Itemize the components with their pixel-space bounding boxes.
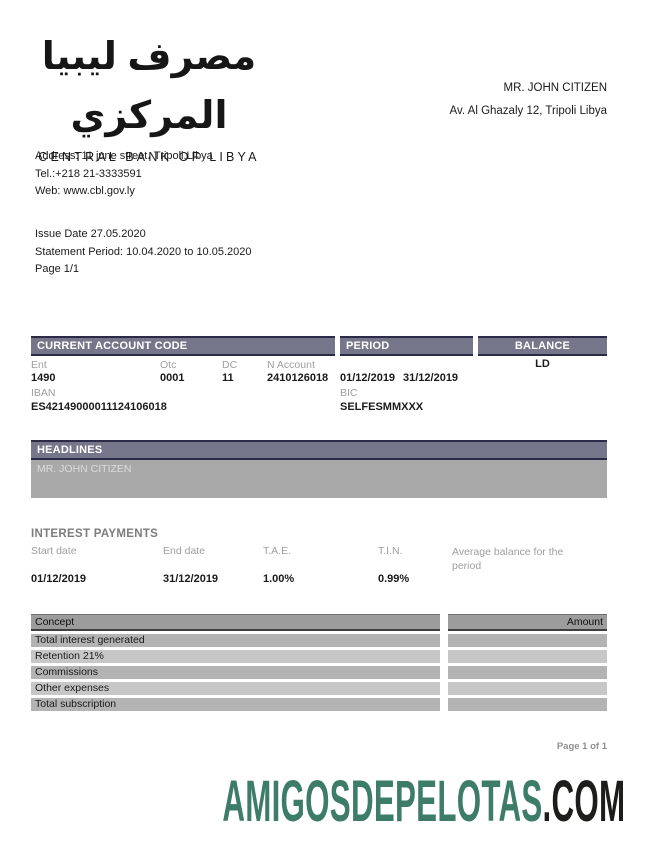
concept-cell: Commissions (31, 666, 440, 679)
value-n-account: 2410126018 (267, 372, 329, 384)
recipient-block: MR. JOHN CITIZEN Av. Al Ghazaly 12, Trip… (450, 77, 607, 123)
value-period-start: 01/12/2019 (340, 372, 396, 384)
watermark-brand: AMIGOSDEPELOTAS (221, 769, 543, 834)
amount-cell (448, 650, 607, 663)
amount-cell (448, 698, 607, 711)
watermark-tld: .COM (542, 769, 625, 834)
value-iban: ES42149000011124106018 (31, 401, 167, 413)
bank-logo-arabic-calligraphy: مصرف ليبيا المركزي (41, 36, 257, 137)
value-period-end: 31/12/2019 (403, 372, 459, 384)
currency-code: LD (535, 358, 550, 370)
headlines-content: MR. JOHN CITIZEN (31, 460, 607, 498)
amount-cell (448, 682, 607, 695)
label-dc: DC (222, 359, 238, 371)
bank-contact-block: Address: 11 june street، Tripoli,Libya T… (35, 148, 213, 201)
label-bic: BIC (340, 387, 358, 399)
value-dc: 11 (222, 372, 234, 384)
recipient-address: Av. Al Ghazaly 12, Tripoli Libya (449, 105, 607, 117)
label-iban: IBAN (31, 387, 56, 399)
value-ent: 1490 (31, 372, 56, 384)
bank-logo-english: CENTRAL BANK OF LIBYA (38, 149, 260, 164)
table-row: Retention 21% (31, 650, 607, 663)
concept-cell: Other expenses (31, 682, 440, 695)
amount-cell (448, 634, 607, 647)
concept-cell: Total interest generated (31, 634, 440, 647)
label-otc: Otc (160, 359, 177, 371)
concept-table-header-row: Concept Amount (31, 614, 607, 631)
concept-column-header: Concept (31, 614, 440, 631)
concept-cell: Retention 21% (31, 650, 440, 663)
value-tin: 0.99% (378, 573, 410, 585)
interest-payments-title: INTEREST PAYMENTS (31, 528, 159, 540)
page-number-line: Page 1/1 (35, 263, 80, 275)
headlines-section: HEADLINES MR. JOHN CITIZEN (31, 440, 607, 498)
value-start-date: 01/12/2019 (31, 573, 87, 585)
header-period: PERIOD (340, 336, 473, 356)
label-n-account: N Account (267, 359, 315, 371)
label-tae: T.A.E. (263, 545, 292, 557)
bank-tel-line: Tel.:+218 21-3333591 (35, 167, 142, 180)
header-current-account-code: CURRENT ACCOUNT CODE (31, 336, 335, 356)
table-row: Total subscription (31, 698, 607, 711)
value-otc: 0001 (160, 372, 185, 384)
label-start-date: Start date (31, 545, 77, 557)
label-average-balance: Average balance for the period (452, 546, 564, 572)
table-row: Commissions (31, 666, 607, 679)
account-table-header-row: CURRENT ACCOUNT CODE PERIOD BALANCE (31, 336, 607, 356)
statement-period-line: Statement Period: 10.04.2020 to 10.05.20… (35, 245, 252, 258)
statement-meta-block: Issue Date 27.05.2020 Statement Period: … (35, 226, 252, 279)
table-row: Other expenses (31, 682, 607, 695)
watermark-logo: AMIGOSDEPELOTAS.COM (222, 768, 625, 835)
label-ent: Ent (31, 359, 47, 371)
header-balance: BALANCE (478, 336, 607, 356)
label-tin: T.I.N. (378, 545, 403, 557)
issue-date-line: Issue Date 27.05.2020 (35, 228, 146, 240)
account-table: CURRENT ACCOUNT CODE PERIOD BALANCE Ent … (31, 336, 607, 420)
value-tae: 1.00% (263, 573, 295, 585)
concept-table: Concept Amount Total interest generated … (31, 614, 607, 711)
recipient-name: MR. JOHN CITIZEN (503, 82, 608, 94)
label-end-date: End date (163, 545, 206, 557)
interest-payments-section: INTEREST PAYMENTS Start date End date T.… (31, 528, 607, 590)
table-row: Total interest generated (31, 634, 607, 647)
value-bic: SELFESMMXXX (340, 401, 424, 413)
headlines-title: HEADLINES (31, 440, 607, 460)
bank-address-line: Address: 11 june street، Tripoli,Libya (35, 150, 213, 162)
bank-logo: مصرف ليبيا المركزي CENTRAL BANK OF LIBYA (30, 28, 268, 164)
bank-web-line: Web: www.cbl.gov.ly (35, 185, 135, 197)
value-end-date: 31/12/2019 (163, 573, 219, 585)
amount-cell (448, 666, 607, 679)
headlines-header-row: HEADLINES (31, 440, 607, 460)
amount-column-header: Amount (448, 614, 607, 631)
page-footer-number: Page 1 of 1 (556, 741, 607, 752)
concept-cell: Total subscription (31, 698, 440, 711)
account-table-body: Ent Otc DC N Account LD 1490 0001 11 241… (31, 356, 607, 420)
